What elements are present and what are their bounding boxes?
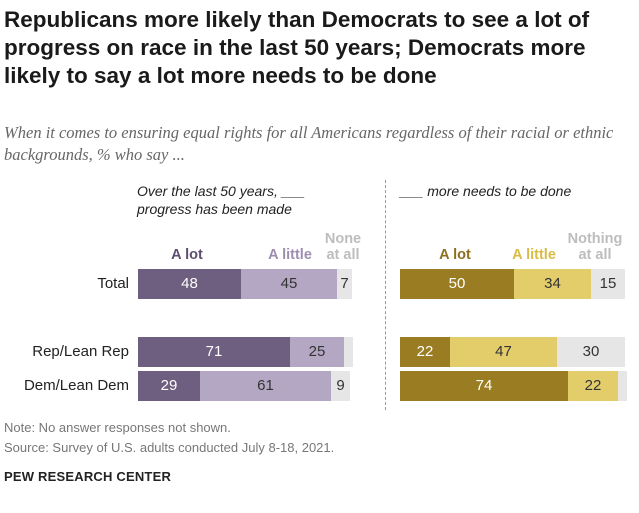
left-panel-title: Over the last 50 years, ___ progress has… (137, 182, 305, 218)
panel1-legend-a-lot: A lot (405, 247, 505, 263)
bar-dem-lean-dem-a-little (568, 371, 618, 401)
bar-dem-lean-dem-a-lot (138, 371, 200, 401)
legend-label-line2: at all (578, 247, 612, 263)
panel0-legend-none-at-all: None at all (293, 231, 393, 263)
value-label-dem-lean-dem-a-little: 61 (257, 377, 274, 394)
value-label-total-a-lot: 50 (448, 275, 466, 292)
left-panel-title-line1: Over the last 50 years, ___ (137, 183, 306, 199)
bar-dem-lean-dem-none-at-all (331, 371, 350, 401)
panel0-legend-a-lot: A lot (137, 247, 237, 263)
value-label-total-a-lot: 48 (181, 275, 198, 292)
bar-rep-lean-rep-a-little (290, 337, 344, 367)
value-label-dem-lean-dem-a-little: 22 (584, 377, 602, 394)
value-label-dem-lean-dem-a-lot: 29 (160, 377, 178, 394)
row-label-rep-lean-rep: Rep/Lean Rep (32, 343, 129, 360)
value-label-total-none-at-all: 7 (340, 275, 349, 292)
panel-divider (385, 180, 386, 410)
legend-label-line1: A little (512, 247, 556, 263)
value-label-total-nothing-at-all: 15 (599, 275, 617, 292)
bar-rep-lean-rep-a-lot (138, 337, 290, 367)
left-panel-title-line2: progress has been made (137, 201, 292, 217)
value-label-dem-lean-dem-none-at-all: 9 (336, 377, 345, 394)
legend-label-line2: at all (326, 247, 360, 263)
legend-label-line1: Nothing (567, 231, 623, 247)
value-label-total-a-little: 45 (280, 275, 298, 292)
right-panel-title: ___ more needs to be done (400, 182, 571, 200)
bar-total-none-at-all (337, 269, 352, 299)
bar-rep-lean-rep-a-little (450, 337, 557, 367)
bar-total-a-lot (138, 269, 241, 299)
right-panel-title-line1: ___ more needs to be done (400, 183, 572, 199)
bar-rep-lean-rep-none-at-all (344, 337, 353, 367)
chart-subtitle: When it comes to ensuring equal rights f… (4, 123, 614, 164)
legend-label-line1: A lot (439, 247, 471, 263)
bar-rep-lean-rep-a-lot (400, 337, 450, 367)
bar-rep-lean-rep-nothing-at-all (557, 337, 625, 367)
value-label-total-a-little: 34 (544, 275, 561, 292)
value-label-rep-lean-rep-a-little: 25 (308, 343, 326, 360)
bar-total-nothing-at-all (591, 269, 625, 299)
bar-dem-lean-dem-a-lot (400, 371, 568, 401)
legend-label-line1: A lot (171, 247, 203, 263)
value-label-rep-lean-rep-a-lot: 22 (416, 343, 434, 360)
chart-source: Source: Survey of U.S. adults conducted … (4, 440, 335, 455)
bar-dem-lean-dem-a-little (200, 371, 331, 401)
panel1-legend-nothing-at-all: Nothing at all (545, 231, 639, 263)
bar-total-a-little (514, 269, 591, 299)
row-label-total: Total (97, 275, 129, 292)
chart-note: Note: No answer responses not shown. (4, 420, 231, 435)
legend-label-line1: A little (268, 247, 312, 263)
bar-total-a-little (241, 269, 337, 299)
row-label-dem-lean-dem: Dem/Lean Dem (23, 377, 129, 394)
bar-dem-lean-dem-nothing-at-all (618, 371, 627, 401)
value-label-dem-lean-dem-a-lot: 74 (475, 377, 493, 394)
bar-total-a-lot (400, 269, 514, 299)
value-label-rep-lean-rep-a-lot: 71 (205, 343, 223, 360)
pew-research-center-logo: PEW RESEARCH CENTER (4, 469, 172, 484)
panel0-legend-a-little: A little (240, 247, 340, 263)
panel1-legend-a-little: A little (484, 247, 584, 263)
chart-title: Republicans more likely than Democrats t… (4, 7, 590, 88)
legend-label-line1: None (324, 231, 362, 247)
value-label-rep-lean-rep-nothing-at-all: 30 (582, 343, 600, 360)
value-label-rep-lean-rep-a-little: 47 (495, 343, 512, 360)
